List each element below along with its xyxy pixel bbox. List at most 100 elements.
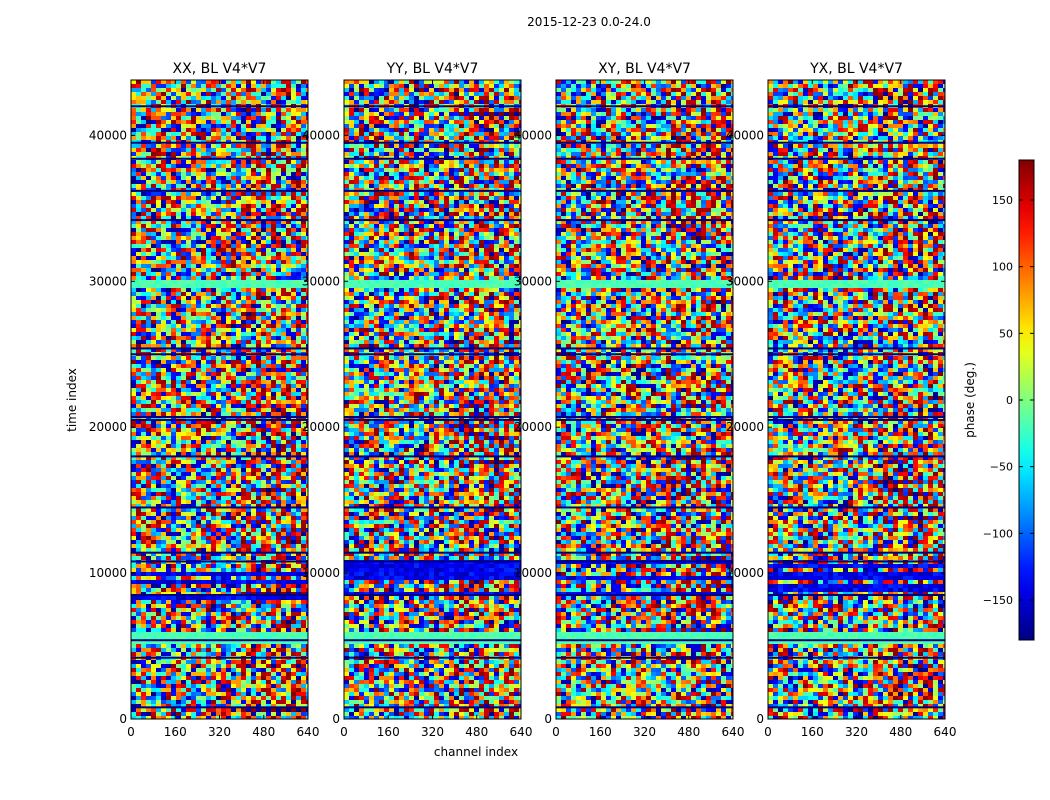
- y-tick-label: 40000: [89, 128, 127, 142]
- y-tick-label: 20000: [726, 420, 764, 434]
- panel-title-3: XY, BL V4*V7: [598, 61, 691, 77]
- colorbar-tick-label: 150: [992, 194, 1013, 207]
- x-tick-label: 480: [465, 725, 488, 739]
- flagged-row: [131, 105, 308, 108]
- flagged-row: [344, 353, 521, 356]
- flagged-row: [344, 141, 521, 144]
- flagged-row: [768, 189, 945, 192]
- flagged-row: [344, 593, 521, 596]
- flagged-row: [556, 189, 733, 192]
- colorbar: 150 100 50 0 −50 −100 −150: [983, 159, 1035, 641]
- colorbar-tick-label: −100: [983, 527, 1013, 540]
- flagged-row: [768, 506, 945, 509]
- flagged-row: [131, 141, 308, 144]
- flagged-row: [131, 656, 308, 659]
- y-tick-label: 30000: [726, 274, 764, 288]
- phase-heatmap-1: [131, 80, 308, 719]
- flagged-row: [131, 157, 308, 160]
- flagged-row: [556, 706, 733, 709]
- flagged-row: [131, 455, 308, 458]
- flagged-row: [344, 639, 521, 642]
- flagged-row: [344, 189, 521, 192]
- phase-heatmap-4: [768, 80, 945, 719]
- flagged-row: [556, 219, 733, 222]
- y-tick-label: 30000: [89, 274, 127, 288]
- flagged-row: [556, 157, 733, 160]
- y-tick-label: 20000: [514, 420, 552, 434]
- flagged-row: [768, 141, 945, 144]
- flagged-row: [556, 353, 733, 356]
- x-tick-label: 640: [510, 725, 533, 739]
- flagged-row: [131, 353, 308, 356]
- x-tick-label: 480: [677, 725, 700, 739]
- y-tick-label: 30000: [514, 274, 552, 288]
- colorbar-tick-label: −50: [990, 461, 1013, 474]
- flagged-row: [344, 506, 521, 509]
- y-tick-label: 40000: [726, 128, 764, 142]
- flagged-row: [768, 157, 945, 160]
- y-tick-label: 10000: [514, 566, 552, 580]
- flagged-row: [556, 593, 733, 596]
- y-tick-label: 40000: [514, 128, 552, 142]
- flagged-row: [768, 551, 945, 554]
- flagged-row: [768, 416, 945, 419]
- flagged-row: [131, 347, 308, 350]
- y-tick-label: 30000: [302, 274, 340, 288]
- flagged-row: [131, 639, 308, 642]
- flagged-row: [768, 656, 945, 659]
- x-tick-label: 0: [340, 725, 348, 739]
- panel-title-4: YX, BL V4*V7: [809, 61, 903, 77]
- colorbar-tick-label: 100: [992, 261, 1013, 274]
- flagged-row: [344, 560, 521, 563]
- x-tick-label: 320: [845, 725, 868, 739]
- flagged-row: [768, 706, 945, 709]
- x-tick-label: 160: [801, 725, 824, 739]
- flagged-row: [768, 455, 945, 458]
- flagged-row: [344, 656, 521, 659]
- flagged-row: [131, 219, 308, 222]
- flagged-row: [556, 455, 733, 458]
- flagged-row: [131, 418, 308, 421]
- flagged-row: [344, 418, 521, 421]
- panel-3: XY, BL V4*V7 0 160 320 480 640 0 10000 20000 3000…: [514, 61, 745, 739]
- colorbar-label: phase (deg.): [963, 362, 977, 438]
- flagged-row: [131, 416, 308, 419]
- y-tick-label: 40000: [302, 128, 340, 142]
- flagged-row: [131, 551, 308, 554]
- y-tick-label: 0: [544, 712, 552, 726]
- x-tick-label: 0: [127, 725, 135, 739]
- panels-group: XX, BL V4*V7 0 160 320 480 640 0 10000 20000 3000…: [89, 61, 957, 739]
- colorbar-tick-label: 50: [999, 327, 1013, 340]
- x-axis-label: channel index: [434, 745, 518, 759]
- x-tick-label: 480: [252, 725, 275, 739]
- y-tick-label: 20000: [302, 420, 340, 434]
- flagged-row: [344, 706, 521, 709]
- flagged-row: [556, 105, 733, 108]
- flagged-row: [768, 347, 945, 350]
- flagged-row: [344, 416, 521, 419]
- flagged-row: [131, 189, 308, 192]
- y-tick-label: 10000: [89, 566, 127, 580]
- phase-heatmap-2: [344, 80, 521, 719]
- phase-heatmap-3: [556, 80, 733, 719]
- y-tick-label: 0: [756, 712, 764, 726]
- panel-2: YY, BL V4*V7 0 160 320 480 640 0 10000 20000 3000…: [302, 61, 533, 739]
- y-tick-label: 0: [119, 712, 127, 726]
- flagged-row: [556, 418, 733, 421]
- y-tick-label: 20000: [89, 420, 127, 434]
- y-tick-label: 10000: [302, 566, 340, 580]
- flagged-row: [556, 347, 733, 350]
- flagged-row: [768, 593, 945, 596]
- figure-title: 2015-12-23 0.0-24.0: [527, 15, 651, 29]
- flagged-row: [556, 141, 733, 144]
- flagged-row: [556, 416, 733, 419]
- flagged-row: [131, 706, 308, 709]
- flagged-row: [344, 347, 521, 350]
- y-axis-label: time index: [65, 368, 79, 432]
- flagged-row: [556, 639, 733, 642]
- panel-1: XX, BL V4*V7 0 160 320 480 640 0 10000 20000 3000…: [89, 61, 320, 739]
- y-tick-label: 0: [332, 712, 340, 726]
- x-tick-label: 160: [377, 725, 400, 739]
- x-tick-label: 640: [722, 725, 745, 739]
